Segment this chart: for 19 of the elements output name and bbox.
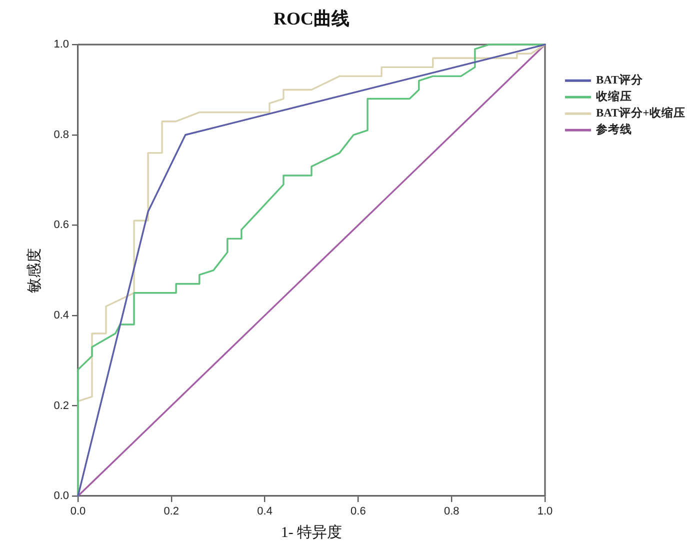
x-tick-label: 1.0 xyxy=(537,506,553,518)
legend-label: 参考线 xyxy=(595,122,632,136)
y-tick-label: 0.4 xyxy=(54,309,69,322)
y-tick-label: 0.0 xyxy=(54,490,69,502)
legend-label: BAT评分+收缩压 xyxy=(596,106,686,120)
x-tick-label: 0.2 xyxy=(164,506,180,518)
x-tick-label: 0.0 xyxy=(70,506,86,518)
chart-title: ROC曲线 xyxy=(274,8,350,28)
legend-label: BAT评分 xyxy=(596,72,644,87)
y-axis-title: 敏感度 xyxy=(26,248,43,293)
legend-label: 收缩压 xyxy=(596,89,632,104)
x-tick-label: 0.4 xyxy=(257,506,272,518)
y-tick-label: 1.0 xyxy=(54,38,69,51)
y-tick-label: 0.6 xyxy=(54,219,69,232)
x-tick-label: 0.8 xyxy=(444,506,460,518)
x-axis-title: 1- 特异度 xyxy=(280,524,342,541)
y-tick-label: 0.2 xyxy=(54,400,69,412)
y-tick-label: 0.8 xyxy=(54,128,69,141)
x-tick-label: 0.6 xyxy=(350,506,366,518)
